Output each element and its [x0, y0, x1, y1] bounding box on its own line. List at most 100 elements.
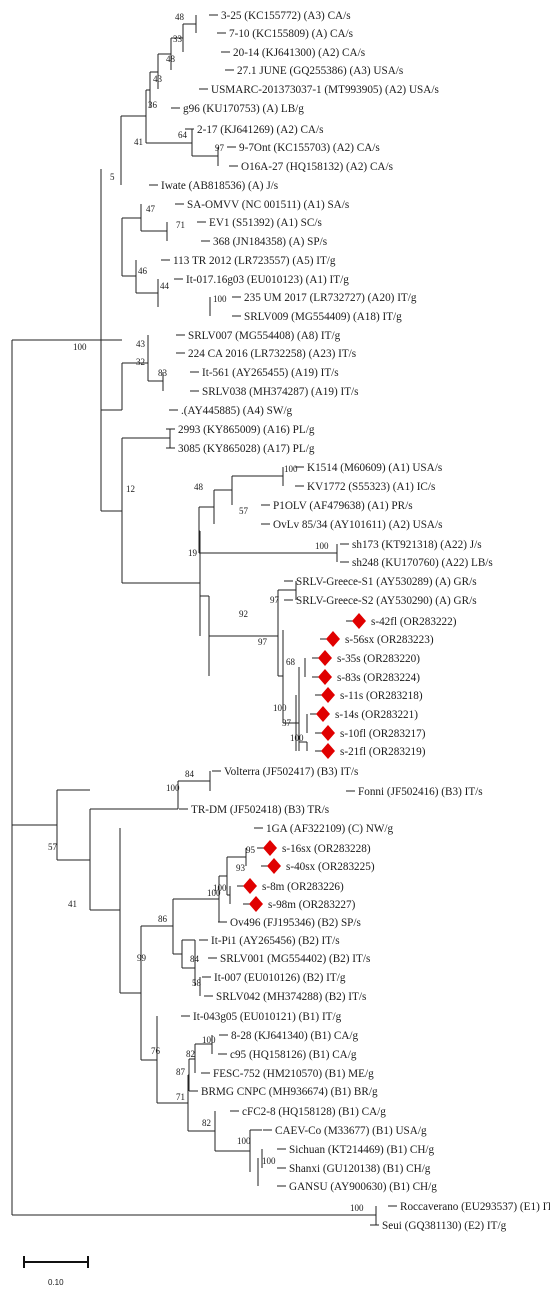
- sample-diamond-icon: [243, 878, 257, 894]
- taxon-label: Roccaverano (EU293537) (E1) IT/g: [400, 1201, 550, 1213]
- taxon-label: It-Pi1 (AY265456) (B2) IT/s: [211, 935, 340, 947]
- taxon-label: 7-10 (KC155809) (A) CA/s: [229, 28, 353, 40]
- bootstrap-value: 19: [188, 548, 198, 558]
- bootstrap-value: 32: [136, 357, 145, 367]
- bootstrap-value: 82: [186, 1049, 195, 1059]
- tree-branches: [11, 14, 397, 1226]
- taxon-label: EV1 (S51392) (A1) SC/s: [209, 217, 322, 229]
- taxon-label: Shanxi (GU120138) (B1) CH/g: [289, 1163, 431, 1175]
- taxon-label: P1OLV (AF479638) (A1) PR/s: [273, 500, 413, 512]
- bootstrap-value: 100: [237, 1136, 251, 1146]
- taxon-label: SA-OMVV (NC 001511) (A1) SA/s: [187, 199, 349, 211]
- sample-diamond-icon: [318, 650, 332, 666]
- bootstrap-value: 64: [178, 130, 188, 140]
- sample-diamond-icon: [321, 743, 335, 759]
- bootstrap-value: 100: [284, 464, 298, 474]
- taxon-label: 2-17 (KJ641269) (A2) CA/s: [197, 124, 323, 136]
- bootstrap-value: 97: [258, 637, 268, 647]
- bootstrap-value: 71: [176, 1092, 185, 1102]
- sample-diamond-icon: [316, 706, 330, 722]
- bootstrap-value: 100: [315, 541, 329, 551]
- bootstrap-value: 48: [166, 54, 176, 64]
- sample-diamond-icon: [321, 725, 335, 741]
- taxon-label: 27.1 JUNE (GQ255386) (A3) USA/s: [237, 65, 403, 77]
- taxon-label: c95 (HQ158126) (B1) CA/g: [230, 1049, 357, 1061]
- bootstrap-value: 100: [202, 1035, 216, 1045]
- bootstrap-value: 47: [146, 204, 156, 214]
- taxon-label: s-35s (OR283220): [337, 653, 420, 665]
- scale-bar: 0.10: [23, 1256, 89, 1287]
- taxon-label: cFC2-8 (HQ158128) (B1) CA/g: [242, 1106, 386, 1118]
- taxon-label: SRLV038 (MH374287) (A19) IT/s: [202, 386, 359, 398]
- sample-diamond-icon: [249, 896, 263, 912]
- bootstrap-value: 93: [236, 863, 246, 873]
- taxon-label: s-16sx (OR283228): [282, 843, 371, 855]
- taxon-label: SRLV-Greece-S2 (AY530290) (A) GR/s: [296, 595, 477, 607]
- taxon-label: s-98m (OR283227): [268, 899, 356, 911]
- taxon-label: 368 (JN184358) (A) SP/s: [213, 236, 327, 248]
- bootstrap-value: 100: [207, 888, 221, 898]
- taxon-label: 235 UM 2017 (LR732727) (A20) IT/g: [244, 292, 417, 304]
- taxon-label: s-14s (OR283221): [335, 709, 418, 721]
- taxon-label: It-043g05 (EU010121) (B1) IT/g: [193, 1011, 342, 1023]
- taxon-label: It-007 (EU010126) (B2) IT/g: [214, 972, 346, 984]
- bootstrap-value: 36: [148, 100, 158, 110]
- bootstrap-value: 41: [68, 899, 77, 909]
- taxon-label: Ov496 (FJ195346) (B2) SP/s: [230, 917, 361, 929]
- bootstrap-value: 33: [173, 34, 183, 44]
- taxon-label: Seui (GQ381130) (E2) IT/g: [382, 1220, 507, 1232]
- bootstrap-value: 100: [166, 783, 180, 793]
- bootstrap-value: 76: [151, 1046, 161, 1056]
- taxon-label: 1GA (AF322109) (C) NW/g: [266, 823, 393, 835]
- bootstrap-value: 68: [286, 657, 296, 667]
- taxon-label: SRLV001 (MG554402) (B2) IT/s: [220, 953, 370, 965]
- taxon-label: 113 TR 2012 (LR723557) (A5) IT/g: [173, 255, 336, 267]
- taxon-label: 9-7Ont (KC155703) (A2) CA/s: [239, 142, 380, 154]
- scale-bar-label: 0.10: [48, 1278, 64, 1287]
- bootstrap-value: 43: [136, 339, 146, 349]
- taxon-label: s-10fl (OR283217): [340, 728, 426, 740]
- sample-markers: [243, 613, 366, 912]
- bootstrap-value: 100: [213, 883, 227, 893]
- bootstrap-value: 48: [175, 12, 185, 22]
- bootstrap-value: 100: [262, 1156, 276, 1166]
- taxon-label: It-561 (AY265455) (A19) IT/s: [202, 367, 339, 379]
- bootstrap-value: 5: [110, 172, 115, 182]
- bootstrap-value: 97: [215, 143, 225, 153]
- bootstrap-value: 100: [290, 733, 304, 743]
- taxon-label: TR-DM (JF502418) (B3) TR/s: [191, 804, 329, 816]
- taxon-labels: 3-25 (KC155772) (A3) CA/s 7-10 (KC155809)…: [161, 10, 550, 1232]
- bootstrap-value: 43: [153, 74, 163, 84]
- taxon-label: KV1772 (S55323) (A1) IC/s: [307, 481, 435, 493]
- bootstrap-value: 99: [137, 953, 147, 963]
- taxon-label: GANSU (AY900630) (B1) CH/g: [289, 1181, 437, 1193]
- taxon-label: SRLV007 (MG554408) (A8) IT/g: [188, 330, 341, 342]
- bootstrap-value: 82: [202, 1118, 211, 1128]
- taxon-label: BRMG CNPC (MH936674) (B1) BR/g: [201, 1086, 378, 1098]
- bootstrap-value: 37: [282, 718, 292, 728]
- taxon-label: .(AY445885) (A4) SW/g: [181, 405, 293, 417]
- taxon-label: 3-25 (KC155772) (A3) CA/s: [221, 10, 351, 22]
- sample-diamond-icon: [326, 631, 340, 647]
- sample-diamond-icon: [352, 613, 366, 629]
- bootstrap-value: 95: [246, 845, 256, 855]
- taxon-label: SRLV042 (MH374288) (B2) IT/s: [216, 991, 366, 1003]
- taxon-label: Volterra (JF502417) (B3) IT/s: [224, 766, 358, 778]
- taxon-label: 3085 (KY865028) (A17) PL/g: [178, 443, 315, 455]
- taxon-label: Sichuan (KT214469) (B1) CH/g: [289, 1144, 435, 1156]
- bootstrap-value: 57: [239, 506, 249, 516]
- taxon-label: O16A-27 (HQ158132) (A2) CA/s: [241, 161, 393, 173]
- taxon-label: SRLV-Greece-S1 (AY530289) (A) GR/s: [296, 576, 477, 588]
- bootstrap-value: 57: [48, 842, 58, 852]
- bootstrap-value: 86: [158, 914, 168, 924]
- taxon-label: SRLV009 (MG554409) (A18) IT/g: [244, 311, 402, 323]
- taxon-label: CAEV-Co (M33677) (B1) USA/g: [275, 1125, 427, 1137]
- taxon-label: USMARC-201373037-1 (MT993905) (A2) USA/s: [211, 84, 439, 96]
- taxon-label: Iwate (AB818536) (A) J/s: [161, 180, 278, 192]
- taxon-label: OvLv 85/34 (AY101611) (A2) USA/s: [273, 519, 442, 531]
- bootstrap-value: 46: [138, 266, 148, 276]
- taxon-label: sh173 (KT921318) (A22) J/s: [352, 539, 482, 551]
- taxon-label: s-8m (OR283226): [262, 881, 344, 893]
